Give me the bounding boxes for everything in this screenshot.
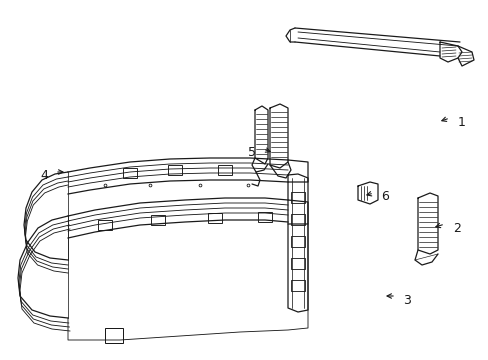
Text: 4: 4	[40, 168, 48, 181]
Bar	[168, 165, 182, 175]
Bar	[290, 258, 305, 269]
Bar	[218, 165, 231, 175]
Bar	[207, 213, 222, 223]
Bar	[123, 168, 137, 178]
Bar	[290, 192, 305, 203]
Bar	[151, 215, 164, 225]
Bar	[105, 328, 123, 343]
Text: 3: 3	[402, 293, 410, 306]
Text: 6: 6	[380, 189, 388, 202]
Text: 2: 2	[452, 221, 460, 234]
Bar	[290, 280, 305, 291]
Text: 5: 5	[247, 145, 256, 158]
Bar	[98, 220, 112, 230]
Bar	[258, 212, 271, 222]
Text: 1: 1	[457, 116, 465, 129]
Bar	[290, 214, 305, 225]
Bar	[290, 236, 305, 247]
